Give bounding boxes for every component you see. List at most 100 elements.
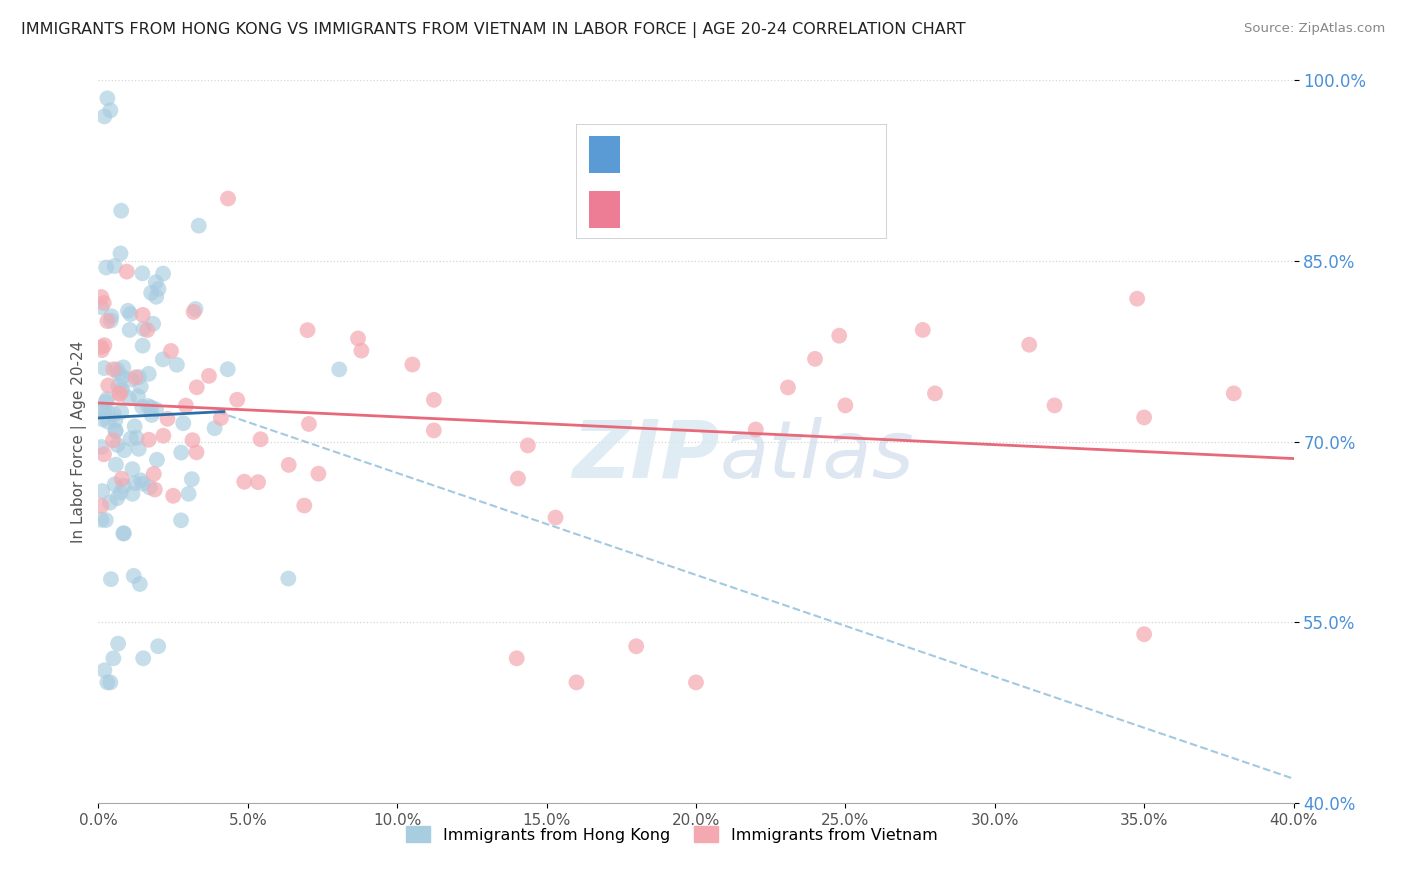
Point <box>183 305 205 319</box>
Point <box>142 317 165 331</box>
Point <box>145 290 167 304</box>
Point <box>170 513 193 527</box>
Point <box>148 639 170 653</box>
Point <box>141 285 163 300</box>
Point <box>138 480 160 494</box>
Point <box>104 458 127 472</box>
Point <box>120 432 142 446</box>
Point <box>104 477 127 491</box>
Point <box>127 389 149 403</box>
Point <box>138 367 160 381</box>
Point <box>100 310 122 324</box>
Point <box>141 401 163 415</box>
Point <box>128 442 150 456</box>
Point <box>96 91 118 105</box>
Point <box>170 445 193 459</box>
Point <box>118 391 141 405</box>
Point <box>180 472 202 486</box>
Point <box>347 331 370 345</box>
Point <box>924 386 946 401</box>
Point <box>111 369 134 384</box>
Point <box>226 392 249 407</box>
Point <box>198 368 221 383</box>
Point <box>152 352 174 367</box>
Point <box>143 483 166 497</box>
Point <box>96 675 118 690</box>
Point <box>131 266 153 280</box>
Point <box>110 203 132 218</box>
Point <box>1126 292 1149 306</box>
Point <box>107 367 129 381</box>
Point <box>233 475 256 489</box>
Point <box>277 572 299 586</box>
Point <box>828 328 851 343</box>
Point <box>101 434 124 448</box>
Point <box>423 424 446 438</box>
Point <box>98 675 122 690</box>
Point <box>506 651 529 665</box>
Point <box>834 398 856 412</box>
Point <box>423 392 446 407</box>
Point <box>105 362 128 376</box>
Point <box>145 275 167 289</box>
Point <box>177 487 200 501</box>
Point <box>112 526 135 541</box>
Point <box>142 467 165 481</box>
Point <box>124 475 146 490</box>
Point <box>93 403 115 417</box>
Point <box>776 380 799 394</box>
Point <box>115 264 138 278</box>
Point <box>90 513 112 527</box>
Point <box>112 360 135 375</box>
Point <box>1133 410 1156 425</box>
Point <box>146 452 169 467</box>
Point <box>128 370 150 384</box>
Point <box>112 443 135 458</box>
Point <box>121 487 143 501</box>
Point <box>187 219 209 233</box>
Point <box>911 323 934 337</box>
Point <box>90 340 112 354</box>
Point <box>118 323 141 337</box>
Point <box>181 433 204 447</box>
Point <box>112 479 135 493</box>
Point <box>96 260 118 275</box>
Point <box>129 474 152 488</box>
Point <box>209 411 232 425</box>
Point <box>1133 627 1156 641</box>
Point <box>506 471 529 485</box>
Point <box>110 246 132 260</box>
Point <box>141 408 163 422</box>
Point <box>100 313 122 327</box>
Point <box>565 675 588 690</box>
Point <box>110 485 132 500</box>
Y-axis label: In Labor Force | Age 20-24: In Labor Force | Age 20-24 <box>72 341 87 542</box>
Point <box>247 475 270 490</box>
Point <box>125 431 148 445</box>
Point <box>117 303 139 318</box>
Point <box>94 513 117 527</box>
Point <box>104 259 127 273</box>
Point <box>103 651 125 665</box>
Point <box>186 445 208 459</box>
Point <box>172 416 194 430</box>
Point <box>96 392 118 406</box>
Point <box>108 387 131 401</box>
Point <box>217 362 239 376</box>
Point <box>90 290 112 304</box>
Point <box>1018 337 1040 351</box>
Point <box>131 400 153 414</box>
Point <box>148 282 170 296</box>
Point <box>136 399 159 413</box>
Point <box>174 399 197 413</box>
Text: atlas: atlas <box>720 417 915 495</box>
Point <box>298 417 321 431</box>
Point <box>90 300 112 314</box>
Point <box>90 343 112 357</box>
Point <box>98 495 121 509</box>
Point <box>91 412 114 426</box>
Point <box>401 358 423 372</box>
Legend: Immigrants from Hong Kong, Immigrants from Vietnam: Immigrants from Hong Kong, Immigrants fr… <box>399 820 945 849</box>
Point <box>112 526 135 541</box>
Point <box>94 394 117 409</box>
